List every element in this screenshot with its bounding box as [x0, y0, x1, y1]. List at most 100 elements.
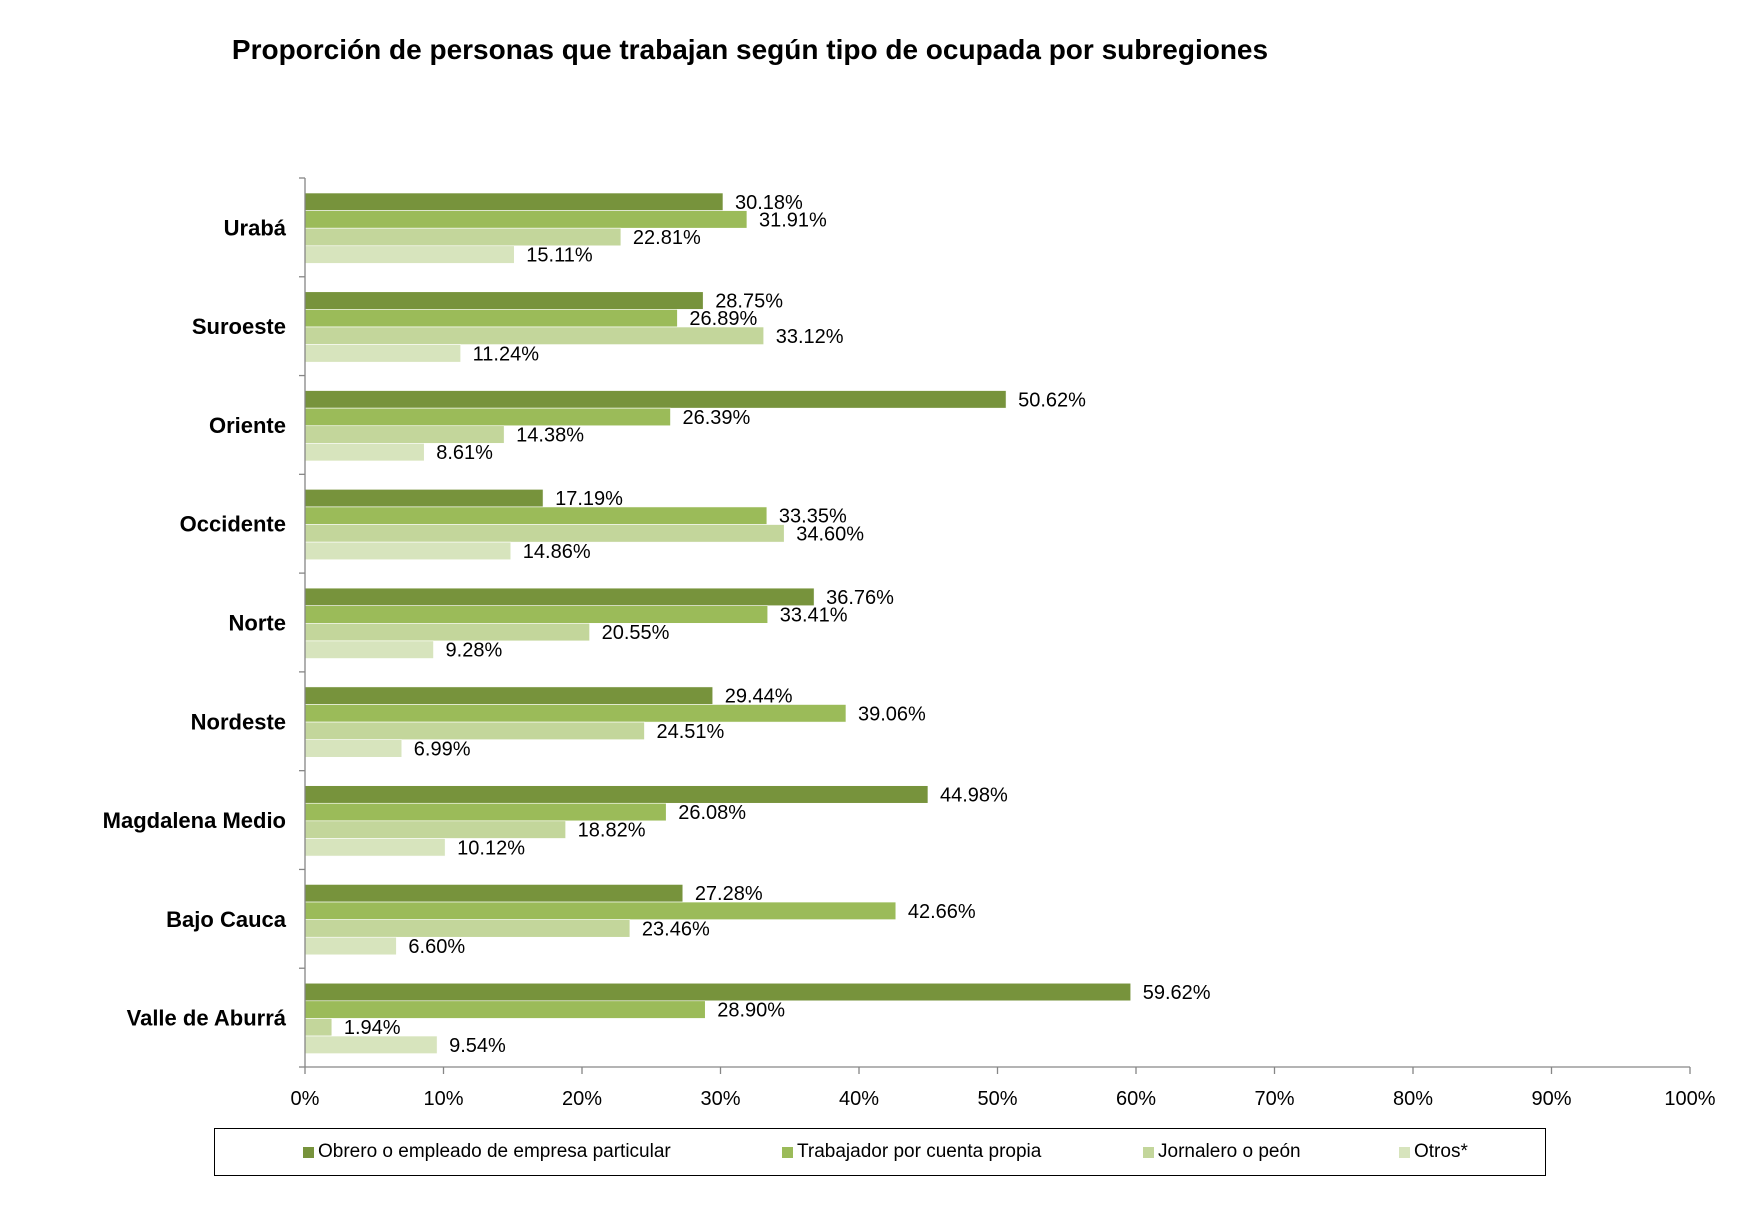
data-label: 6.99% — [414, 738, 471, 760]
data-label: 33.35% — [779, 506, 847, 528]
category-label: Oriente — [209, 413, 286, 438]
category-label: Valle de Aburrá — [127, 1006, 287, 1031]
bar — [304, 884, 684, 903]
bar — [304, 721, 645, 740]
bar — [304, 623, 590, 642]
bar — [304, 587, 815, 607]
legend-swatch — [303, 1146, 314, 1158]
data-label: 44.98% — [940, 784, 1008, 806]
data-label: 23.46% — [642, 918, 710, 940]
bar — [304, 686, 714, 705]
x-tick-label: 20% — [562, 1088, 602, 1110]
bar — [304, 1018, 333, 1037]
data-label: 27.28% — [695, 883, 763, 905]
data-label: 11.24% — [473, 343, 540, 365]
data-label: 29.44% — [725, 686, 793, 708]
legend-item: Trabajador por cuenta propia — [782, 1129, 1041, 1175]
bar — [304, 802, 667, 822]
bar — [304, 785, 929, 804]
data-label: 26.89% — [689, 308, 757, 330]
bar — [304, 640, 434, 659]
data-label: 20.55% — [602, 622, 670, 644]
data-label: 36.76% — [826, 587, 894, 609]
bar — [304, 344, 461, 363]
legend-label: Obrero o empleado de empresa particular — [318, 1141, 671, 1162]
x-tick-label: 80% — [1393, 1088, 1433, 1110]
legend-item: Obrero o empleado de empresa particular — [303, 1129, 671, 1175]
bar — [304, 919, 631, 938]
data-label: 28.90% — [717, 1000, 785, 1022]
category-label: Norte — [229, 611, 286, 636]
data-label: 22.81% — [633, 227, 701, 249]
bar — [304, 524, 785, 543]
data-label: 26.08% — [678, 802, 746, 824]
data-label: 17.19% — [555, 488, 623, 510]
category-label: Suroeste — [192, 314, 286, 339]
data-label: 9.28% — [446, 640, 503, 662]
x-tick-label: 10% — [423, 1088, 463, 1110]
bar — [304, 291, 704, 310]
data-label: 33.41% — [780, 605, 848, 627]
bar — [304, 739, 403, 758]
data-label: 14.38% — [516, 425, 584, 447]
x-tick-label: 90% — [1531, 1088, 1571, 1110]
bar — [304, 820, 566, 839]
bar — [304, 407, 671, 427]
chart-legend: Obrero o empleado de empresa particular T… — [214, 1128, 1546, 1176]
bar — [304, 245, 515, 264]
legend-label: Otros* — [1414, 1141, 1468, 1162]
data-label: 42.66% — [908, 901, 976, 923]
x-tick-label: 100% — [1664, 1088, 1715, 1110]
legend-label: Trabajador por cuenta propia — [797, 1141, 1042, 1162]
x-tick-label: 70% — [1254, 1088, 1294, 1110]
legend-label: Jornalero o peón — [1158, 1141, 1301, 1162]
legend-item: Jornalero o peón — [1143, 1129, 1301, 1175]
category-label: Occidente — [180, 512, 286, 537]
x-tick-label: 60% — [1116, 1088, 1156, 1110]
data-label: 28.75% — [715, 291, 783, 313]
data-label: 50.62% — [1018, 389, 1086, 411]
bar — [304, 390, 1007, 409]
data-label: 10.12% — [457, 837, 525, 859]
data-label: 34.60% — [796, 523, 864, 545]
bar — [304, 326, 765, 345]
data-label: 24.51% — [656, 721, 724, 743]
data-label: 31.91% — [759, 209, 827, 231]
bar — [304, 1000, 706, 1019]
bar — [304, 192, 724, 211]
data-label: 26.39% — [683, 407, 751, 429]
x-tick-label: 40% — [839, 1088, 879, 1110]
data-label: 6.60% — [408, 936, 465, 958]
bar — [304, 704, 847, 723]
x-tick-label: 50% — [977, 1088, 1017, 1110]
bar — [304, 227, 622, 247]
bar — [304, 605, 769, 624]
bar — [304, 506, 768, 525]
x-tick-label: 0% — [291, 1088, 320, 1110]
bar — [304, 936, 397, 956]
data-label: 18.82% — [578, 820, 646, 842]
bar — [304, 541, 512, 561]
data-label: 1.94% — [344, 1017, 401, 1039]
data-label: 30.18% — [735, 192, 803, 214]
legend-swatch — [1399, 1146, 1410, 1158]
data-label: 39.06% — [858, 703, 926, 725]
legend-item: Otros* — [1399, 1129, 1468, 1175]
chart-title: Proporción de personas que trabajan segú… — [231, 34, 1269, 65]
category-label: Magdalena Medio — [103, 808, 286, 833]
bar — [304, 489, 544, 508]
bar — [304, 982, 1132, 1002]
x-tick-label: 30% — [700, 1088, 740, 1110]
category-label: Bajo Cauca — [166, 907, 287, 932]
bar — [304, 443, 425, 462]
legend-swatch — [782, 1146, 793, 1158]
data-label: 33.12% — [776, 326, 844, 348]
data-label: 9.54% — [449, 1035, 506, 1057]
data-label: 59.62% — [1143, 982, 1211, 1004]
bar — [304, 901, 897, 920]
category-label: Nordeste — [191, 709, 286, 734]
bar — [304, 425, 505, 444]
data-label: 8.61% — [436, 442, 493, 464]
category-label: Urabá — [224, 215, 287, 240]
